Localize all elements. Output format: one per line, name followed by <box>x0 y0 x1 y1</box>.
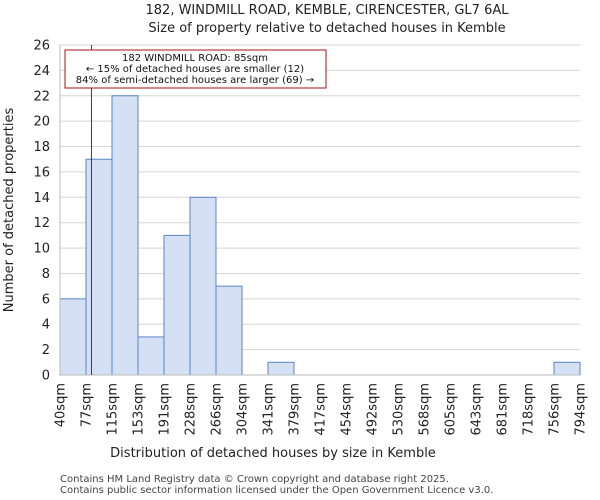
y-tick-label: 2 <box>42 343 50 358</box>
footer-line-2: Contains public sector information licen… <box>60 485 494 496</box>
x-tick-label: 153sqm <box>132 383 147 436</box>
bar <box>553 361 581 376</box>
y-tick-label: 10 <box>33 242 50 257</box>
x-tick-label: 643sqm <box>470 383 485 436</box>
x-tick-label: 341sqm <box>262 383 277 436</box>
x-tick-label: 454sqm <box>340 383 355 436</box>
y-tick-label: 18 <box>33 140 50 155</box>
footer-line-1: Contains HM Land Registry data © Crown c… <box>60 474 449 485</box>
x-tick-label: 304sqm <box>236 383 251 436</box>
x-axis-ticks: 40sqm 77sqm 115sqm 153sqm 191sqm 228sqm 266sqm… <box>54 383 589 436</box>
x-tick-label: 756sqm <box>548 383 563 436</box>
x-tick-label: 530sqm <box>392 383 407 436</box>
y-tick-label: 26 <box>33 39 50 54</box>
y-tick-label: 16 <box>33 165 50 180</box>
annotation-line-1: 182 WINDMILL ROAD: 85sqm <box>122 53 268 64</box>
y-tick-label: 14 <box>33 191 50 206</box>
x-tick-label: 681sqm <box>496 383 511 436</box>
x-tick-label: 568sqm <box>418 383 433 436</box>
y-tick-label: 0 <box>42 369 50 384</box>
annotation-frame <box>64 49 327 89</box>
y-tick-label: 20 <box>33 115 50 130</box>
y-tick-label: 6 <box>42 292 50 307</box>
chart-subtitle: Size of property relative to detached ho… <box>148 21 505 36</box>
x-tick-label: 605sqm <box>444 383 459 436</box>
chart-title: 182, WINDMILL ROAD, KEMBLE, CIRENCESTER,… <box>146 3 510 18</box>
x-tick-label: 228sqm <box>184 383 199 436</box>
annotation-box: 182 WINDMILL ROAD: 85sqm ← 15% of detach… <box>64 49 327 89</box>
histogram-chart: 182, WINDMILL ROAD, KEMBLE, CIRENCESTER,… <box>2 3 589 461</box>
bar <box>215 285 243 376</box>
bar <box>163 234 191 376</box>
x-tick-label: 492sqm <box>366 383 381 436</box>
bar <box>267 361 295 376</box>
bar <box>189 196 217 376</box>
bars <box>59 95 581 376</box>
y-tick-label: 12 <box>33 216 50 231</box>
y-tick-label: 22 <box>33 89 50 104</box>
x-tick-label: 191sqm <box>158 383 173 436</box>
x-tick-label: 115sqm <box>106 383 121 436</box>
y-tick-label: 4 <box>42 318 50 333</box>
annotation-line-3: 84% of semi-detached houses are larger (… <box>76 75 314 86</box>
annotation-line-2: ← 15% of detached houses are smaller (12… <box>86 64 304 75</box>
bar <box>59 298 87 376</box>
bar <box>137 336 165 376</box>
x-tick-label: 77sqm <box>80 383 95 427</box>
y-axis-label: Number of detached properties <box>2 108 17 313</box>
x-axis-label: Distribution of detached houses by size … <box>110 446 436 461</box>
x-tick-label: 40sqm <box>54 383 69 427</box>
bar <box>85 158 113 376</box>
y-tick-label: 8 <box>42 267 50 282</box>
x-tick-label: 417sqm <box>314 383 329 436</box>
x-tick-label: 379sqm <box>288 383 303 436</box>
y-tick-label: 24 <box>33 64 50 79</box>
x-tick-label: 266sqm <box>210 383 225 436</box>
bar <box>111 95 139 376</box>
x-tick-label: 794sqm <box>574 383 589 436</box>
x-tick-label: 718sqm <box>522 383 537 436</box>
